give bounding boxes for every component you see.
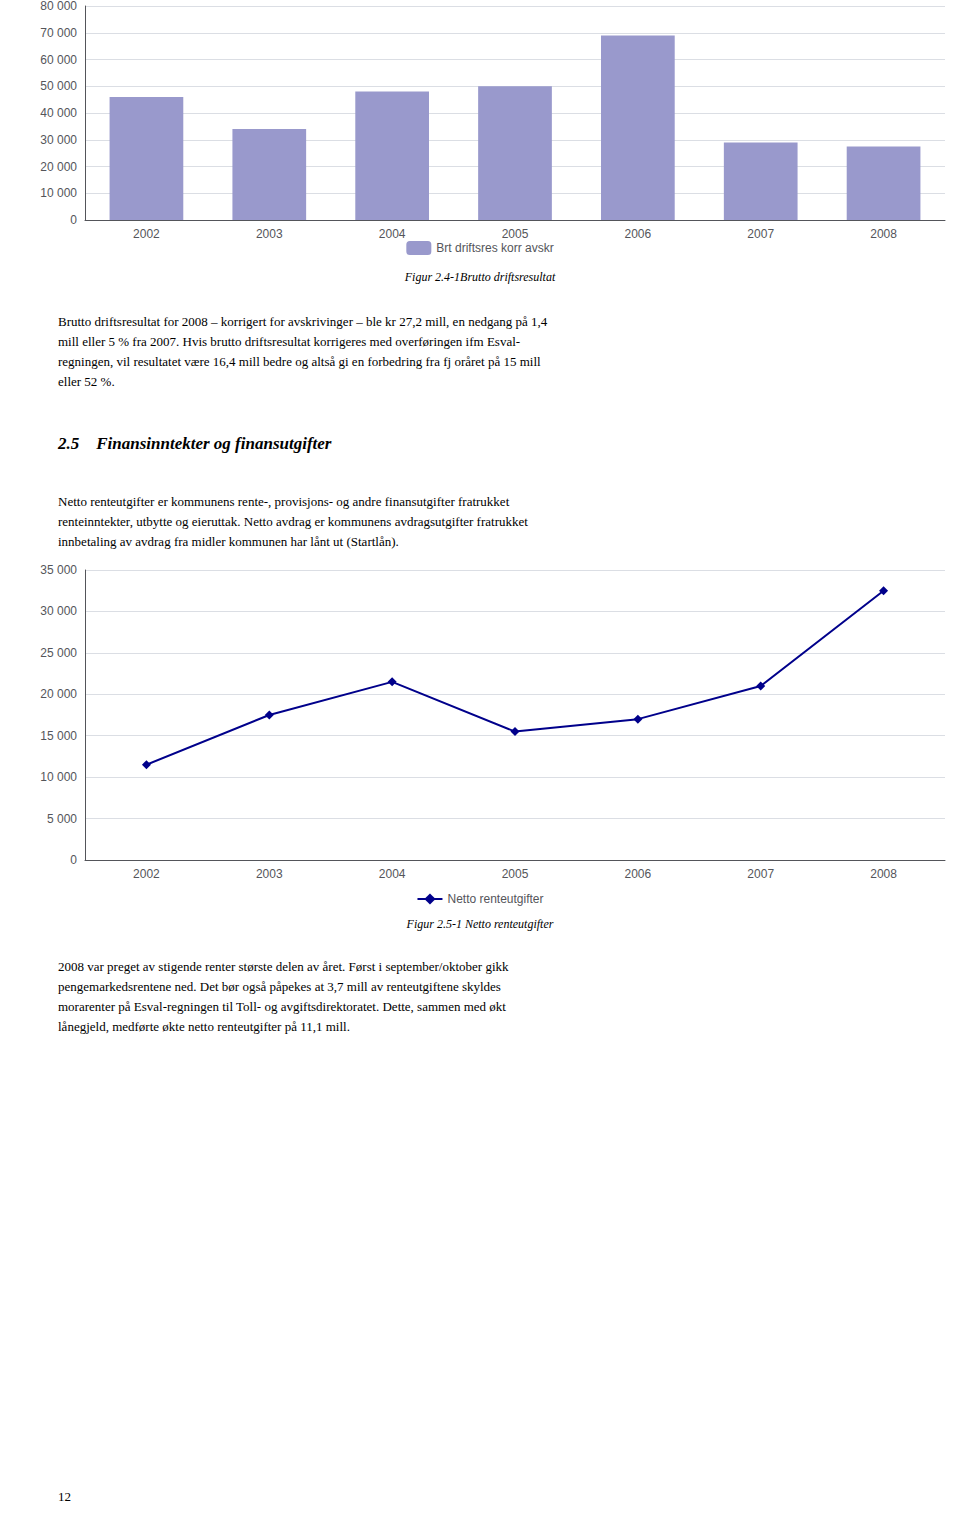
- svg-text:2002: 2002: [133, 227, 160, 241]
- svg-text:15 000: 15 000: [40, 729, 77, 743]
- svg-text:innbetaling av avdrag fra midl: innbetaling av avdrag fra midler kommune…: [58, 534, 399, 549]
- svg-text:20 000: 20 000: [40, 160, 77, 174]
- svg-text:2007: 2007: [747, 227, 774, 241]
- svg-text:renteinntekter, utbytte og eie: renteinntekter, utbytte og eieruttak. Ne…: [58, 514, 528, 529]
- svg-text:Netto renteutgifter: Netto renteutgifter: [447, 892, 543, 906]
- svg-text:2008: 2008: [870, 227, 897, 241]
- svg-text:2003: 2003: [256, 227, 283, 241]
- svg-text:2005: 2005: [502, 227, 529, 241]
- svg-text:Figur 2.4-1Brutto driftsresult: Figur 2.4-1Brutto driftsresultat: [404, 270, 556, 284]
- svg-text:30 000: 30 000: [40, 604, 77, 618]
- svg-text:25 000: 25 000: [40, 646, 77, 660]
- svg-text:50 000: 50 000: [40, 79, 77, 93]
- svg-text:20 000: 20 000: [40, 687, 77, 701]
- svg-text:Brt driftsres korr avskr: Brt driftsres korr avskr: [436, 241, 553, 255]
- svg-text:10 000: 10 000: [40, 770, 77, 784]
- svg-text:mill eller 5 % fra 2007. Hvis: mill eller 5 % fra 2007. Hvis brutto dri…: [58, 334, 520, 349]
- svg-text:Brutto driftsresultat for 2008: Brutto driftsresultat for 2008 – korrige…: [58, 314, 548, 329]
- svg-text:2004: 2004: [379, 227, 406, 241]
- svg-text:2006: 2006: [625, 867, 652, 881]
- svg-text:0: 0: [70, 213, 77, 227]
- svg-text:2004: 2004: [379, 867, 406, 881]
- svg-text:pengemarkedsrentene ned. Det b: pengemarkedsrentene ned. Det bør også på…: [58, 979, 501, 994]
- svg-text:5 000: 5 000: [47, 812, 77, 826]
- svg-text:70 000: 70 000: [40, 26, 77, 40]
- svg-text:lånegjeld, medførte økte netto: lånegjeld, medførte økte netto renteutgi…: [58, 1019, 350, 1034]
- svg-text:eller 52 %.: eller 52 %.: [58, 374, 115, 389]
- svg-text:0: 0: [70, 853, 77, 867]
- svg-text:10 000: 10 000: [40, 186, 77, 200]
- svg-text:80 000: 80 000: [40, 0, 77, 13]
- svg-text:regningen, vil resultatet være: regningen, vil resultatet være 16,4 mill…: [58, 354, 541, 369]
- svg-text:2007: 2007: [747, 867, 774, 881]
- svg-text:2008: 2008: [870, 867, 897, 881]
- svg-text:2003: 2003: [256, 867, 283, 881]
- svg-text:Netto renteutgifter er kommune: Netto renteutgifter er kommunens rente-,…: [58, 494, 510, 509]
- svg-text:2008 var preget av stigende re: 2008 var preget av stigende renter størs…: [58, 959, 509, 974]
- svg-text:morarenter på Esval-regningen: morarenter på Esval-regningen til Toll- …: [58, 999, 506, 1014]
- svg-text:12: 12: [58, 1489, 71, 1504]
- svg-text:2005: 2005: [502, 867, 529, 881]
- svg-text:2006: 2006: [625, 227, 652, 241]
- svg-text:30 000: 30 000: [40, 133, 77, 147]
- svg-text:40 000: 40 000: [40, 106, 77, 120]
- svg-text:60 000: 60 000: [40, 53, 77, 67]
- svg-text:Figur 2.5-1 Netto renteutgifte: Figur 2.5-1 Netto renteutgifter: [406, 917, 554, 931]
- svg-text:2002: 2002: [133, 867, 160, 881]
- svg-text:35 000: 35 000: [40, 563, 77, 577]
- svg-text:2.5 Finansinntekter og fina: 2.5 Finansinntekter og finansutgifter: [57, 434, 332, 453]
